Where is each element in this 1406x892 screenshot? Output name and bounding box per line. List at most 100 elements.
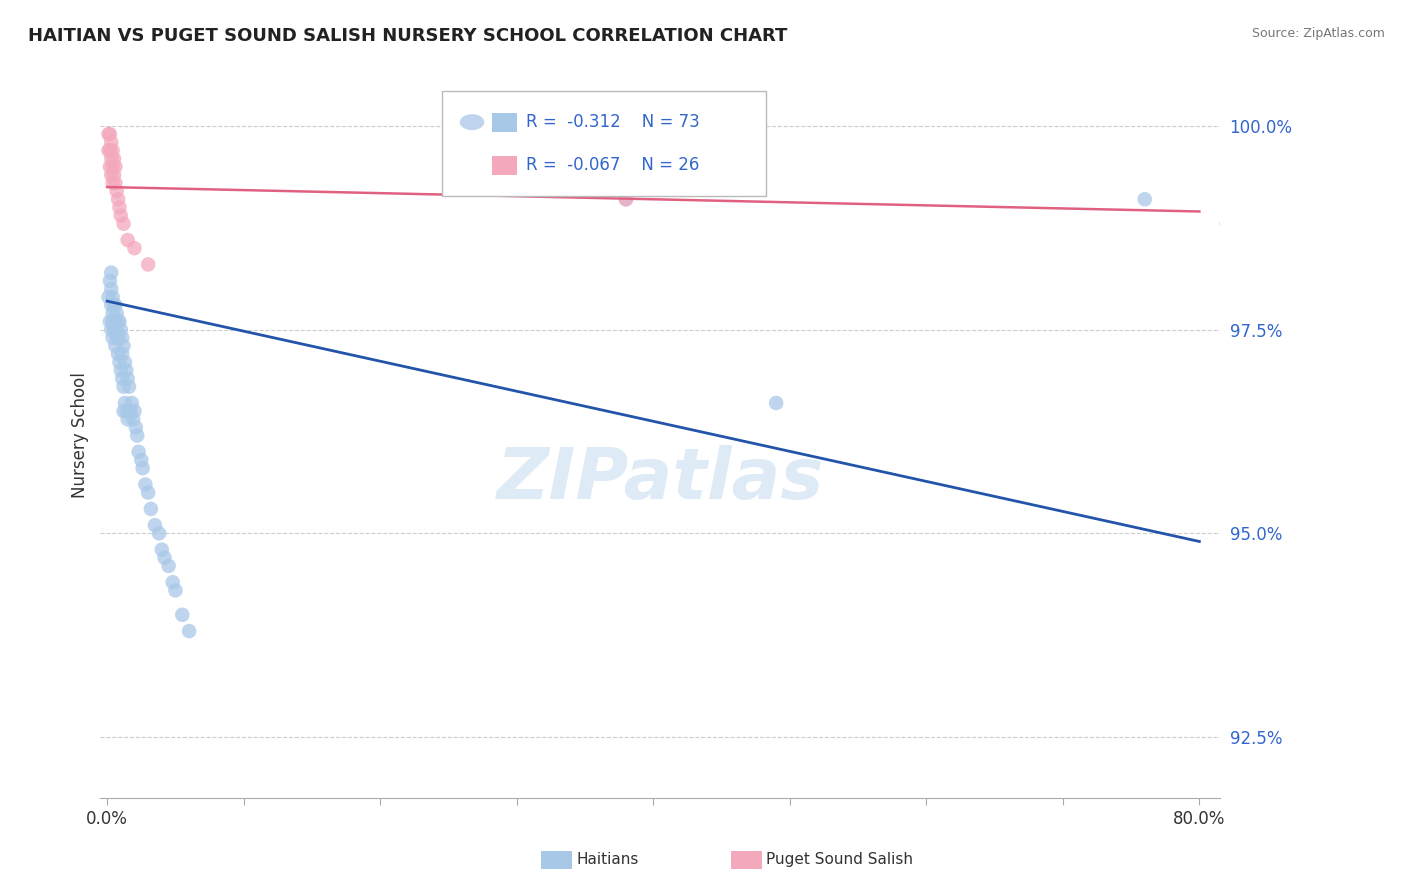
Point [118, 379, 141, 393]
Point [104, 323, 127, 337]
Y-axis label: Nursery School: Nursery School [72, 373, 89, 499]
Point [101, 160, 124, 174]
Text: Source: ZipAtlas.com: Source: ZipAtlas.com [1251, 27, 1385, 40]
FancyBboxPatch shape [441, 91, 766, 196]
Point [101, 176, 124, 190]
Point [107, 347, 129, 361]
Point [136, 257, 159, 271]
Point [104, 298, 127, 312]
Point [121, 396, 143, 410]
Point [117, 233, 139, 247]
Point [150, 542, 173, 557]
Point [114, 355, 136, 369]
Point [101, 331, 124, 345]
Point [157, 558, 180, 573]
Point [101, 144, 124, 158]
Point [124, 404, 146, 418]
Point [108, 201, 131, 215]
Text: R =  -0.067    N = 26: R = -0.067 N = 26 [526, 156, 699, 174]
Point [98, 160, 121, 174]
Point [177, 624, 200, 639]
Bar [492, 112, 517, 132]
Point [148, 526, 170, 541]
Point [111, 371, 134, 385]
Point [98, 127, 121, 141]
Point [103, 323, 125, 337]
Point [107, 331, 129, 345]
Point [112, 404, 135, 418]
Point [98, 144, 121, 158]
Point [125, 420, 148, 434]
Point [114, 396, 136, 410]
Point [103, 298, 125, 312]
Point [110, 363, 132, 377]
Point [105, 306, 128, 320]
Point [98, 314, 121, 328]
Point [1215, 217, 1237, 231]
Text: ZIPatlas: ZIPatlas [496, 444, 824, 514]
Point [139, 502, 162, 516]
Point [104, 160, 127, 174]
Point [105, 184, 128, 198]
Point [101, 290, 124, 304]
Point [100, 168, 122, 182]
Point [128, 445, 150, 459]
Point [112, 379, 135, 393]
Bar [492, 156, 517, 175]
Text: R =  -0.312    N = 73: R = -0.312 N = 73 [526, 113, 700, 131]
Point [117, 371, 139, 385]
Point [614, 192, 637, 206]
Point [143, 518, 166, 533]
Point [100, 152, 122, 166]
Point [115, 363, 138, 377]
Point [134, 477, 156, 491]
Point [103, 168, 125, 182]
Point [105, 323, 128, 337]
Text: Haitians: Haitians [576, 853, 638, 867]
Point [100, 266, 122, 280]
Point [1243, 225, 1265, 239]
Point [153, 550, 176, 565]
Circle shape [460, 114, 484, 130]
Point [101, 306, 124, 320]
Point [120, 404, 142, 418]
Point [110, 209, 132, 223]
Point [131, 461, 153, 475]
Point [104, 339, 127, 353]
Text: Puget Sound Salish: Puget Sound Salish [766, 853, 914, 867]
Point [131, 453, 153, 467]
Point [112, 339, 135, 353]
Point [117, 412, 139, 426]
Point [107, 314, 129, 328]
Point [97, 127, 120, 141]
Point [107, 192, 129, 206]
Point [98, 274, 121, 288]
Point [115, 404, 138, 418]
Point [614, 192, 637, 206]
Point [105, 331, 128, 345]
Point [100, 298, 122, 312]
Point [127, 428, 149, 442]
Point [111, 347, 134, 361]
Point [112, 217, 135, 231]
Point [172, 607, 194, 622]
Point [111, 331, 134, 345]
Point [1133, 192, 1156, 206]
Point [165, 583, 187, 598]
Point [162, 575, 184, 590]
Point [100, 135, 122, 149]
Point [122, 412, 145, 426]
Point [110, 323, 132, 337]
Point [103, 152, 125, 166]
Point [100, 282, 122, 296]
Point [765, 396, 787, 410]
Point [136, 485, 159, 500]
Point [101, 314, 124, 328]
Point [100, 323, 122, 337]
Text: HAITIAN VS PUGET SOUND SALISH NURSERY SCHOOL CORRELATION CHART: HAITIAN VS PUGET SOUND SALISH NURSERY SC… [28, 27, 787, 45]
Point [103, 314, 125, 328]
Point [97, 144, 120, 158]
Point [108, 314, 131, 328]
Point [124, 241, 146, 255]
Point [97, 290, 120, 304]
